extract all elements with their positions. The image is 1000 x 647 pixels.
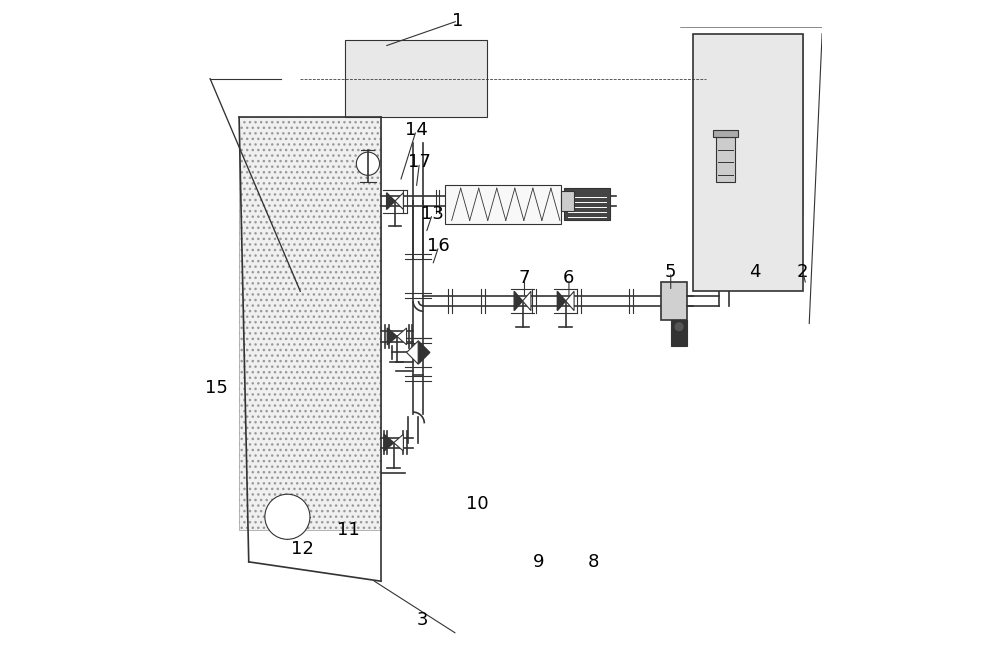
Bar xyxy=(713,130,738,137)
Bar xyxy=(561,192,574,211)
Bar xyxy=(671,320,687,346)
Bar xyxy=(693,34,803,214)
Polygon shape xyxy=(514,291,523,311)
Text: 1: 1 xyxy=(452,12,464,30)
Text: 3: 3 xyxy=(417,611,428,629)
Bar xyxy=(564,188,610,221)
Text: 11: 11 xyxy=(337,521,360,539)
Text: 12: 12 xyxy=(291,540,314,558)
Polygon shape xyxy=(566,291,574,311)
Polygon shape xyxy=(397,328,407,345)
Text: 5: 5 xyxy=(665,263,676,281)
Polygon shape xyxy=(523,291,531,311)
Polygon shape xyxy=(387,193,395,210)
Text: 6: 6 xyxy=(563,269,575,287)
Polygon shape xyxy=(557,291,566,311)
Text: 17: 17 xyxy=(408,153,431,171)
Text: 13: 13 xyxy=(421,205,444,223)
Text: 14: 14 xyxy=(405,121,428,139)
Polygon shape xyxy=(407,341,418,364)
Polygon shape xyxy=(384,434,394,451)
Text: 7: 7 xyxy=(519,269,530,287)
Bar xyxy=(661,281,687,320)
Polygon shape xyxy=(395,193,403,210)
Bar xyxy=(445,185,561,224)
Polygon shape xyxy=(418,341,430,364)
Polygon shape xyxy=(387,328,397,345)
Circle shape xyxy=(356,152,380,175)
Bar xyxy=(716,137,735,182)
Text: 9: 9 xyxy=(533,553,544,571)
Text: 2: 2 xyxy=(797,263,809,281)
Text: 10: 10 xyxy=(466,495,489,513)
Text: 16: 16 xyxy=(427,237,450,255)
Polygon shape xyxy=(394,434,403,451)
Bar xyxy=(693,34,803,291)
Bar xyxy=(345,40,487,117)
Circle shape xyxy=(265,494,310,540)
Text: 8: 8 xyxy=(588,553,599,571)
Bar xyxy=(239,117,381,530)
Circle shape xyxy=(674,322,684,332)
Text: 15: 15 xyxy=(205,379,228,397)
Bar xyxy=(345,40,487,117)
Text: 4: 4 xyxy=(749,263,760,281)
